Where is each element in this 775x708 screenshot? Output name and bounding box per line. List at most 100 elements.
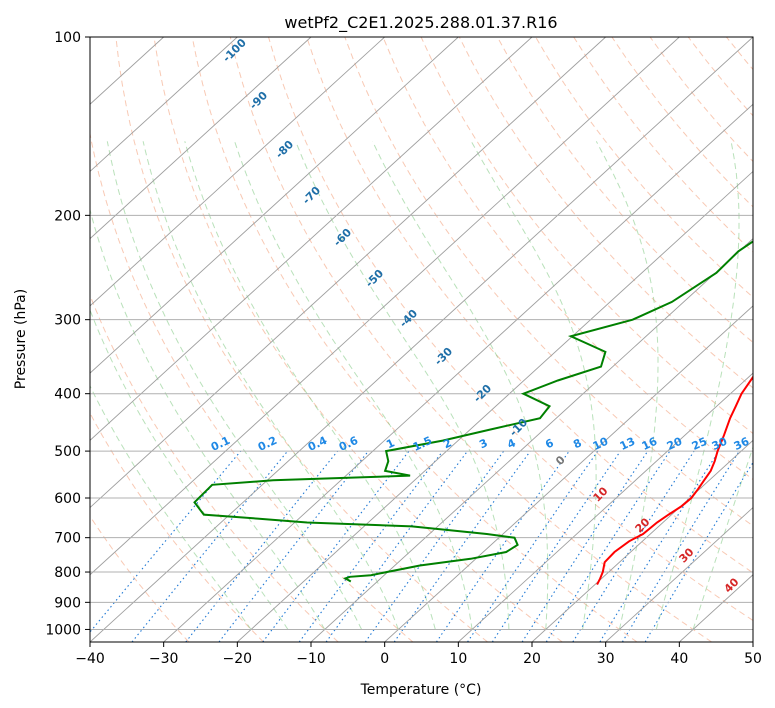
y-tick-label: 800 [54, 565, 81, 581]
mixing-ratio-line [545, 450, 671, 642]
isotherm-label: -20 [471, 382, 494, 405]
mixing-ratio-label: 16 [640, 435, 660, 453]
dry-adiabat-line [573, 37, 753, 253]
y-tick-label: 300 [54, 313, 81, 329]
x-tick-label: 0 [380, 651, 389, 667]
x-tick-label: 20 [523, 651, 541, 667]
dry-adiabat-line [90, 412, 264, 642]
moist-adiabat-line [595, 141, 659, 630]
mixing-ratio-line [185, 450, 339, 642]
x-axis-label: Temperature (°C) [360, 682, 482, 698]
isotherm-line [310, 238, 753, 642]
mixing-ratio-label: 8 [571, 436, 583, 451]
y-axis-label: Pressure (hPa) [13, 289, 29, 389]
grid-lines [90, 37, 753, 642]
y-tick-label: 500 [54, 444, 81, 460]
moist-adiabat-line [234, 141, 473, 630]
y-tick-label: 200 [54, 208, 81, 224]
mixing-ratio-label: 6 [543, 436, 556, 451]
x-tick-label: 10 [449, 651, 467, 667]
mixing-ratio-line [435, 450, 570, 642]
mixing-ratio-line [572, 450, 695, 642]
dry-adiabat-line [687, 37, 753, 117]
isotherm-label: 30 [677, 545, 697, 565]
mixing-ratio-line [393, 450, 531, 642]
mixing-ratio-label: 10 [591, 435, 611, 453]
sounding-line [193, 240, 753, 583]
y-tick-label: 100 [54, 30, 81, 46]
mixing-ratio-label: 3 [477, 436, 489, 451]
moist-adiabat-line [142, 141, 399, 630]
isotherm-label: -10 [507, 416, 530, 439]
mixing-ratio-label: 13 [618, 435, 637, 453]
dry-adiabat-line [611, 37, 753, 208]
moist-adiabat-line [90, 308, 289, 630]
dry-adiabat-line [90, 293, 339, 642]
y-tick-label: 600 [54, 491, 81, 507]
isotherm-line [237, 170, 753, 642]
mixing-ratio-label: 20 [665, 435, 685, 453]
x-tick-label: −20 [223, 651, 253, 667]
mixing-ratio-line [131, 450, 289, 642]
moist-adiabat-line [470, 141, 597, 630]
dry-adiabat-line [90, 131, 414, 642]
isotherm-line [90, 37, 312, 240]
isotherm-label: 10 [591, 484, 611, 504]
mixing-ratio-label: 25 [690, 435, 709, 453]
isotherm-line [163, 103, 753, 642]
isotherm-label: -50 [363, 267, 386, 290]
x-axis: −40 −30 −20 −10 0 10 20 30 40 50 [75, 642, 762, 667]
dry-adiabat-line [115, 37, 488, 642]
y-tick-label: 700 [54, 531, 81, 547]
mixing-ratio-line [467, 450, 599, 642]
y-tick-label: 900 [54, 595, 81, 611]
dry-adiabat-line [153, 37, 563, 642]
mixing-ratio-line [621, 450, 740, 642]
mixing-ratio-labels: 0.1 0.2 0.4 0.6 1 1.5 2 3 4 6 8 10 13 16 20 25 30 36 [209, 434, 752, 454]
mixing-ratio-label: 36 [732, 435, 752, 453]
mixing-ratio-line [491, 450, 621, 642]
dry-adiabat-line [726, 37, 753, 71]
y-tick-label: 1000 [45, 622, 81, 638]
mixing-ratio-line [262, 450, 410, 642]
mixing-ratio-line [90, 450, 242, 633]
dry-adiabat-line [90, 515, 190, 642]
series-lines [193, 240, 753, 586]
isotherm-line [90, 37, 533, 441]
y-axis: 100 200 300 400 500 600 700 800 900 1000 [45, 30, 90, 638]
isotherm-line [90, 37, 238, 173]
dry-adiabat-line [191, 37, 638, 642]
dry-adiabat-line [268, 37, 753, 622]
isotherm-line [90, 37, 606, 509]
moist-adiabat-line [90, 207, 326, 630]
isotherm-line [90, 37, 680, 576]
background-lines [90, 37, 753, 642]
mixing-ratio-line [364, 450, 505, 642]
dry-adiabat-line [306, 37, 753, 574]
moist-adiabat-line [692, 445, 753, 630]
chart-title: wetPf2_C2E1.2025.288.01.37.R16 [284, 13, 557, 33]
dry-adiabat-line [535, 37, 753, 298]
isotherm-label: 20 [633, 515, 653, 535]
isotherm-line [90, 37, 385, 307]
x-tick-label: 50 [744, 651, 762, 667]
moist-adiabat-line [372, 141, 549, 630]
sounding-line [596, 375, 753, 586]
moist-adiabat-line [655, 141, 740, 630]
x-tick-label: 30 [597, 651, 615, 667]
x-tick-label: 40 [670, 651, 688, 667]
isotherm-line [752, 641, 753, 642]
dry-adiabat-line [382, 37, 753, 481]
mixing-ratio-line [521, 450, 649, 642]
isotherm-line [90, 37, 459, 374]
isotherm-label: -80 [273, 138, 296, 161]
mixing-ratio-line [599, 450, 720, 642]
x-tick-label: −40 [75, 651, 105, 667]
mixing-ratio-label: 30 [710, 435, 730, 453]
moist-adiabat-line [106, 141, 363, 630]
dry-adiabat-line [496, 37, 753, 344]
isotherm-line [384, 305, 753, 642]
moist-adiabat-line [295, 141, 510, 630]
